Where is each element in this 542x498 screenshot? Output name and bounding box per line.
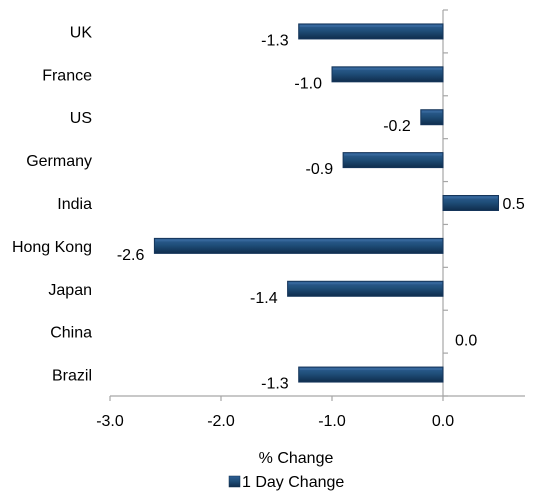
- bar-highlight: [299, 24, 442, 27]
- plot-area: -3.0 -2.0 -1.0 0.0 UK -1.3 France -1.0 US -0.2 Ger…: [12, 9, 525, 430]
- bar: [420, 109, 444, 126]
- bar-highlight: [333, 67, 442, 70]
- bar-highlight: [421, 110, 442, 113]
- bar: [298, 23, 444, 40]
- bar-highlight: [155, 239, 442, 242]
- category-label: Hong Kong: [12, 239, 92, 256]
- data-label: -0.9: [306, 161, 334, 178]
- bar-highlight: [288, 282, 442, 285]
- category-label: Japan: [48, 282, 92, 299]
- x-tick-label: -2.0: [207, 413, 235, 430]
- legend: 1 Day Change: [228, 474, 344, 491]
- category-label: Germany: [26, 153, 92, 170]
- category-label: Brazil: [52, 368, 92, 385]
- legend-swatch: [228, 475, 241, 488]
- x-tick-label: -3.0: [96, 413, 124, 430]
- category-label: India: [57, 196, 92, 213]
- data-label: 0.0: [455, 333, 477, 350]
- category-label: China: [50, 325, 92, 342]
- data-label: -2.6: [117, 247, 145, 264]
- category-label: France: [42, 67, 92, 84]
- data-label: -1.4: [250, 290, 278, 307]
- bar: [442, 195, 499, 211]
- bar-highlight: [444, 196, 498, 199]
- legend-label: 1 Day Change: [242, 474, 344, 491]
- data-label: -1.3: [261, 376, 289, 393]
- category-label: UK: [70, 24, 93, 41]
- data-label: -1.0: [294, 75, 322, 92]
- bar: [342, 152, 444, 169]
- x-tick-label: -1.0: [318, 413, 346, 430]
- data-label: -0.2: [383, 118, 411, 135]
- bar-highlight: [344, 153, 442, 156]
- bar: [298, 366, 444, 383]
- data-label: 0.5: [503, 196, 525, 213]
- bar-highlight: [299, 368, 442, 371]
- bar: [331, 66, 444, 83]
- x-axis-title: % Change: [259, 450, 334, 467]
- bar: [287, 280, 444, 297]
- bar: [153, 237, 444, 254]
- x-tick-label: 0.0: [432, 413, 454, 430]
- category-label: US: [70, 110, 92, 127]
- data-label: -1.3: [261, 32, 289, 49]
